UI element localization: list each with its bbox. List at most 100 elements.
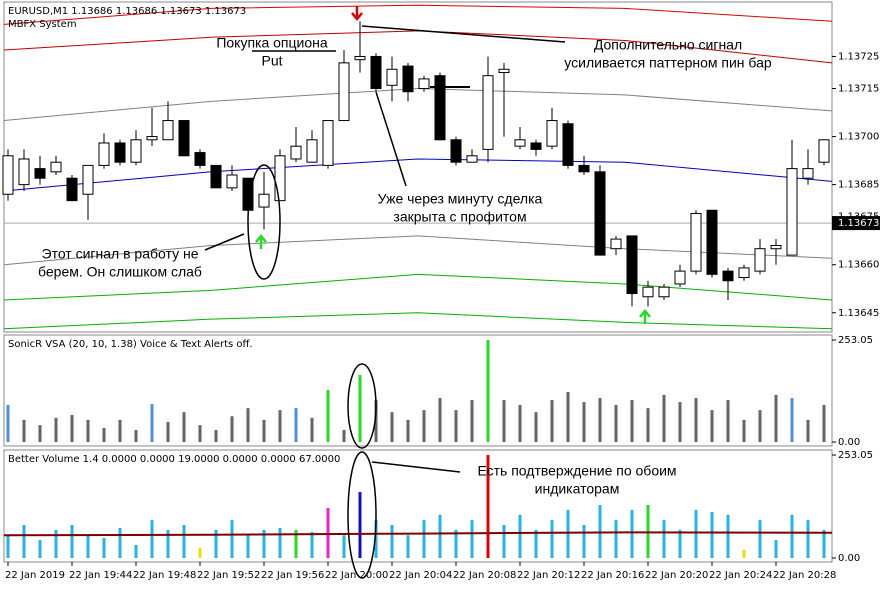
- annotation: берем. Он слишком слаб: [38, 264, 202, 280]
- volume-bar: [358, 375, 362, 442]
- volume-bar: [742, 419, 746, 442]
- candle-body: [546, 120, 558, 147]
- volume-bar: [406, 535, 410, 558]
- y-tick-label: 1.13660: [838, 260, 879, 271]
- volume-bar: [374, 520, 378, 558]
- volume-bar: [566, 392, 570, 442]
- volume-bar: [486, 455, 490, 558]
- volume-bar: [694, 509, 698, 558]
- volume-bar: [86, 419, 90, 442]
- volume-bar: [6, 404, 10, 442]
- y-tick-label: 1.13725: [838, 51, 879, 62]
- candle-body: [706, 209, 718, 275]
- current-price-box: [832, 216, 880, 231]
- band-line: [3, 312, 833, 330]
- volume-bar: [630, 400, 634, 442]
- candle-body: [626, 235, 638, 295]
- x-tick-label: 22 Jan 20:00: [325, 570, 388, 581]
- candle-body: [178, 120, 190, 157]
- volume-bar: [38, 425, 42, 442]
- volume-bar: [246, 535, 250, 558]
- volume-bar: [726, 400, 730, 442]
- volume-bar: [342, 429, 346, 442]
- candle-body: [818, 139, 830, 163]
- volume-bar: [230, 416, 234, 442]
- candle-body: [146, 136, 158, 141]
- candle-body: [466, 155, 478, 163]
- volume-bar: [246, 408, 250, 442]
- volume-bar: [678, 402, 682, 442]
- x-tick-label: 22 Jan 20:16: [581, 570, 644, 581]
- volume-bar: [598, 398, 602, 442]
- indicator-subtitle: MBFX System: [8, 19, 77, 30]
- candle-body: [258, 193, 270, 208]
- volume-bar: [582, 402, 586, 442]
- candle-body: [194, 152, 206, 166]
- volume-bar: [278, 527, 282, 558]
- volume-bar: [774, 540, 778, 558]
- indicator-title: SonicR VSA (20, 10, 1.38) Voice & Text A…: [8, 339, 253, 350]
- y-tick-label: 1.13645: [838, 308, 879, 319]
- volume-bar: [166, 421, 170, 442]
- band-line: [3, 158, 833, 192]
- volume-bar: [294, 529, 298, 558]
- volume-bar: [422, 520, 426, 558]
- volume-bar: [406, 419, 410, 442]
- x-tick-label: 22 Jan 19:52: [197, 570, 260, 581]
- candle-body: [114, 142, 126, 163]
- indicator-title: Better Volume 1.4 0.0000 0.0000 19.0000 …: [8, 454, 340, 465]
- volume-bar: [214, 429, 218, 442]
- annotation: закрыта с профитом: [393, 209, 526, 225]
- candle-body: [34, 168, 46, 179]
- volume-bar: [38, 540, 42, 558]
- candle-body: [450, 139, 462, 163]
- sell-arrow: [351, 6, 363, 21]
- volume-bar: [534, 412, 538, 442]
- candle-body: [642, 286, 654, 298]
- volume-bar: [342, 535, 346, 558]
- volume-bar: [614, 520, 618, 558]
- candle-body: [18, 158, 30, 186]
- highlight-ellipse: [247, 164, 281, 280]
- volume-bar: [774, 394, 778, 442]
- candle-body: [130, 139, 142, 163]
- volume-bar: [374, 400, 378, 442]
- y-tick-label: 253.05: [838, 335, 873, 346]
- candle-body: [98, 142, 110, 166]
- x-tick-label: 22 Jan 20:28: [773, 570, 836, 581]
- candle-body: [370, 55, 382, 90]
- volume-bar: [710, 410, 714, 442]
- volume-bar: [214, 529, 218, 558]
- x-tick-label: 22 Jan 20:12: [517, 570, 580, 581]
- volume-bar: [678, 529, 682, 558]
- volume-bar: [118, 527, 122, 558]
- candle-body: [434, 75, 446, 141]
- volume-bar: [326, 390, 330, 442]
- volume-bar: [198, 547, 202, 558]
- volume-bar: [710, 512, 714, 558]
- candle-body: [322, 120, 334, 166]
- candle-body: [82, 164, 94, 195]
- volume-bar: [310, 417, 314, 442]
- volume-bar: [454, 410, 458, 442]
- candle-body: [658, 286, 670, 298]
- annotation: Уже через минуту сделка: [378, 191, 543, 207]
- volume-bar: [182, 525, 186, 558]
- volume-bar: [534, 529, 538, 558]
- volume-bar: [694, 398, 698, 442]
- volume-bar: [102, 538, 106, 558]
- volume-bar: [102, 427, 106, 442]
- volume-bar: [726, 514, 730, 558]
- volume-bar: [134, 544, 138, 558]
- volume-bar: [326, 507, 330, 558]
- volume-bar: [294, 408, 298, 442]
- x-tick-label: 22 Jan 19:56: [261, 570, 324, 581]
- volume-bar: [390, 412, 394, 442]
- candle-body: [226, 174, 238, 189]
- y-tick-label: 0.00: [838, 553, 860, 564]
- volume-bar: [310, 531, 314, 558]
- x-tick-label: 22 Jan 2019: [5, 570, 65, 581]
- volume-bar: [566, 509, 570, 558]
- pointer-line: [204, 233, 245, 251]
